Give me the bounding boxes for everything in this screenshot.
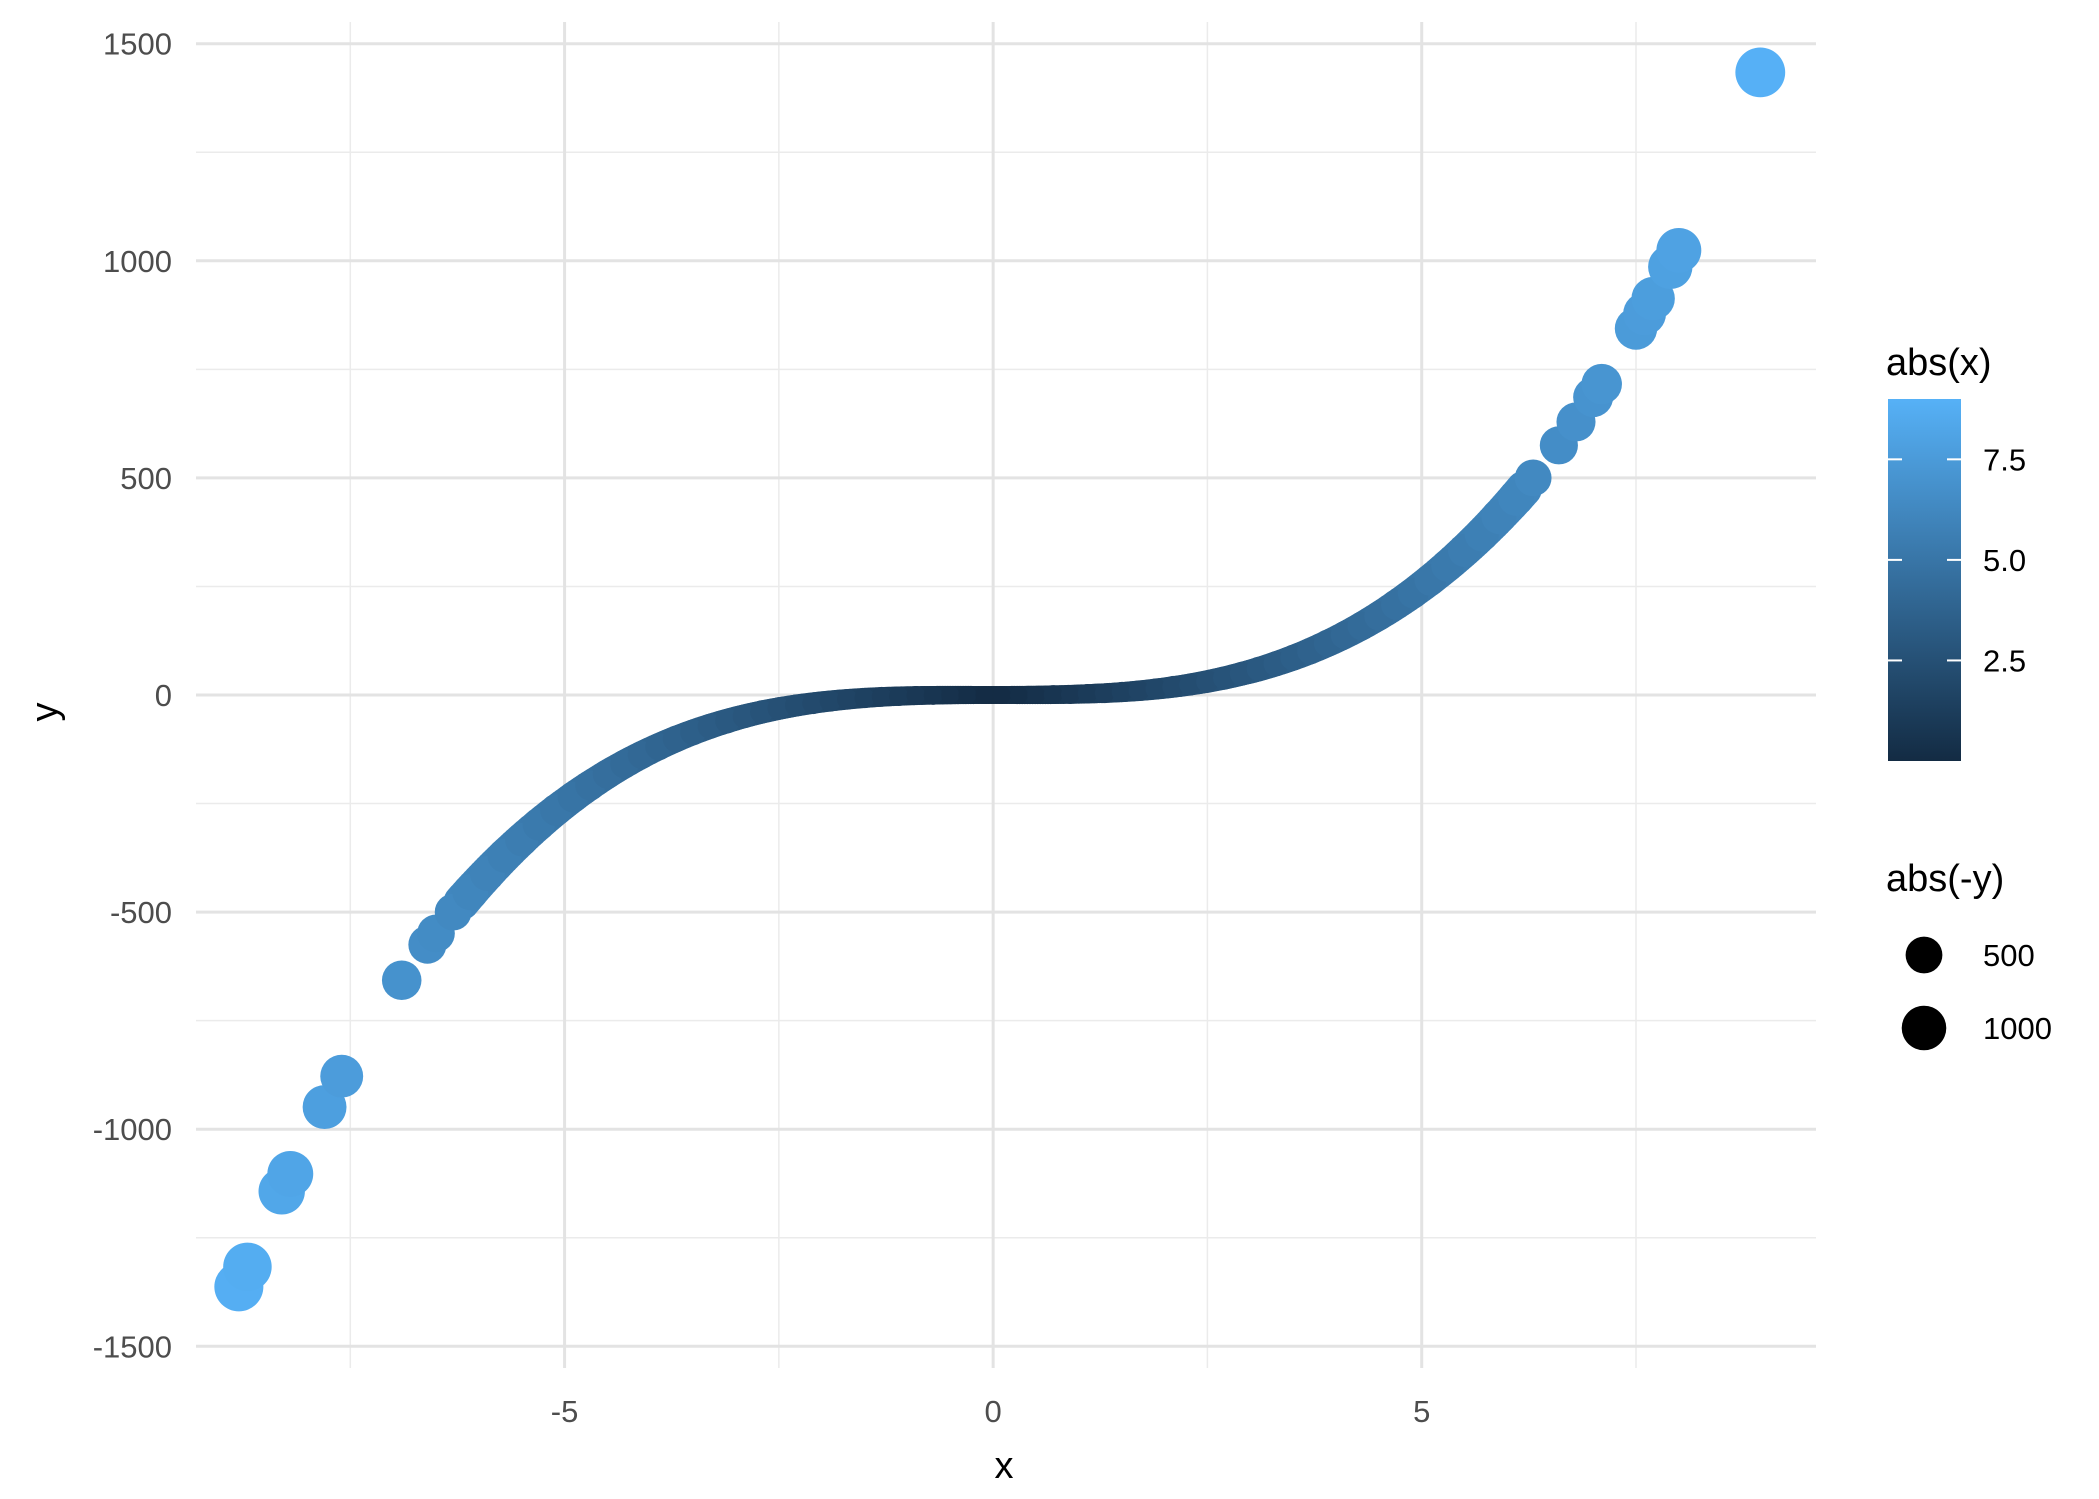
y-tick-label: -1500 bbox=[93, 1329, 172, 1364]
size-legend-key bbox=[1905, 936, 1943, 974]
y-axis-ticks: -1500 -1000 -500 0 500 1000 1500 bbox=[93, 27, 172, 1365]
data-point bbox=[1077, 683, 1098, 704]
data-point bbox=[889, 686, 909, 707]
data-points bbox=[214, 47, 1786, 1312]
colorbar bbox=[1888, 399, 1961, 761]
data-point bbox=[854, 687, 875, 709]
data-point bbox=[802, 692, 824, 715]
data-point bbox=[750, 700, 774, 724]
data-point bbox=[784, 694, 808, 717]
size-legend-title: abs(-y) bbox=[1886, 858, 2004, 900]
size-legend-key bbox=[1901, 1005, 1947, 1051]
x-tick-label: 5 bbox=[1413, 1394, 1430, 1429]
data-point bbox=[1179, 673, 1202, 696]
data-point bbox=[923, 686, 943, 705]
data-point bbox=[223, 1242, 272, 1292]
data-point bbox=[1656, 227, 1702, 273]
data-point bbox=[1581, 363, 1622, 405]
data-point bbox=[1043, 685, 1063, 704]
data-point bbox=[941, 686, 960, 704]
colorbar-ticks: 2.5 5.0 7.5 bbox=[1888, 442, 2026, 678]
size-legend: abs(-y) 500 1000 bbox=[1886, 858, 2052, 1051]
data-point bbox=[1196, 670, 1219, 693]
size-legend-keys: 500 1000 bbox=[1901, 936, 2052, 1051]
y-tick-label: 1500 bbox=[103, 27, 172, 62]
colorbar-label: 5.0 bbox=[1983, 543, 2026, 578]
data-point bbox=[320, 1054, 364, 1098]
data-point bbox=[1514, 459, 1552, 497]
data-point bbox=[1735, 47, 1786, 98]
y-tick-label: 500 bbox=[120, 461, 172, 496]
data-point bbox=[837, 689, 858, 710]
x-tick-label: -5 bbox=[551, 1394, 579, 1429]
data-point bbox=[767, 697, 791, 720]
data-point bbox=[871, 686, 892, 707]
data-point bbox=[267, 1150, 314, 1197]
colorbar-label: 7.5 bbox=[1983, 442, 2026, 477]
minor-gridlines bbox=[196, 22, 1816, 1368]
y-tick-label: -1000 bbox=[93, 1112, 172, 1147]
y-axis-title: y bbox=[24, 703, 66, 722]
data-point bbox=[1027, 686, 1045, 704]
x-axis-title: x bbox=[995, 1445, 1014, 1487]
data-point bbox=[906, 686, 926, 705]
y-tick-label: -500 bbox=[110, 895, 172, 930]
data-point bbox=[975, 686, 994, 704]
data-point bbox=[1111, 681, 1132, 703]
colorbar-label: 2.5 bbox=[1983, 643, 2026, 678]
y-tick-label: 0 bbox=[155, 678, 172, 713]
x-axis-ticks: -5 0 5 bbox=[551, 1394, 1431, 1429]
data-point bbox=[1128, 680, 1150, 701]
data-point bbox=[819, 690, 841, 712]
data-point bbox=[958, 686, 977, 704]
size-legend-label: 1000 bbox=[1983, 1011, 2052, 1046]
data-point bbox=[1145, 678, 1167, 700]
data-point bbox=[1094, 683, 1115, 704]
data-point bbox=[992, 686, 1011, 704]
color-legend: abs(x) 2.5 5.0 7.5 bbox=[1886, 342, 2026, 761]
size-legend-label: 500 bbox=[1983, 938, 2035, 973]
data-point bbox=[1060, 685, 1080, 704]
data-point bbox=[381, 960, 422, 1001]
data-point bbox=[1009, 686, 1028, 704]
color-legend-title: abs(x) bbox=[1886, 342, 1992, 384]
y-tick-label: 1000 bbox=[103, 244, 172, 279]
data-point bbox=[1162, 675, 1184, 698]
x-tick-label: 0 bbox=[985, 1394, 1002, 1429]
